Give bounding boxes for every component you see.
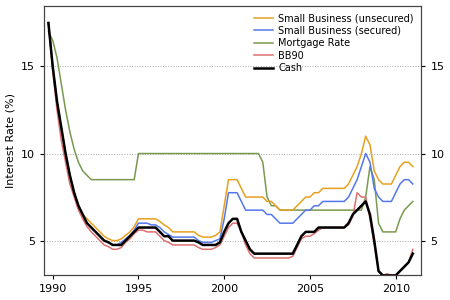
Small Business (secured) <box>410 182 415 186</box>
Mortgage Rate <box>63 108 68 112</box>
Cash <box>355 208 360 212</box>
Cash <box>63 152 68 155</box>
Mortgage Rate <box>410 200 415 203</box>
Line: Small Business (secured): Small Business (secured) <box>49 23 413 245</box>
Small Business (secured) <box>226 191 231 194</box>
BB90 <box>221 234 227 238</box>
Mortgage Rate <box>355 208 360 212</box>
Legend: Small Business (unsecured), Small Business (secured), Mortgage Rate, BB90, Cash: Small Business (unsecured), Small Busine… <box>251 11 417 76</box>
Small Business (secured) <box>63 152 68 155</box>
Small Business (unsecured) <box>110 239 116 242</box>
Small Business (secured) <box>110 243 116 247</box>
Small Business (unsecured) <box>226 178 231 181</box>
Mortgage Rate <box>54 56 60 60</box>
Small Business (unsecured) <box>54 100 60 103</box>
Small Business (secured) <box>359 165 364 168</box>
Small Business (secured) <box>328 200 334 203</box>
Cash <box>324 226 330 229</box>
Mortgage Rate <box>221 152 227 155</box>
Small Business (unsecured) <box>46 21 51 25</box>
BB90 <box>355 191 360 194</box>
Mortgage Rate <box>84 173 90 177</box>
BB90 <box>46 21 51 25</box>
Cash <box>410 252 415 256</box>
Small Business (unsecured) <box>410 165 415 168</box>
Cash <box>54 100 60 103</box>
BB90 <box>410 248 415 251</box>
Cash <box>380 274 386 277</box>
Line: Mortgage Rate: Mortgage Rate <box>49 32 413 232</box>
Cash <box>84 221 90 225</box>
Line: BB90: BB90 <box>49 23 413 275</box>
Small Business (secured) <box>46 21 51 25</box>
BB90 <box>54 108 60 112</box>
Mortgage Rate <box>324 208 330 212</box>
Small Business (unsecured) <box>328 187 334 190</box>
BB90 <box>84 225 90 229</box>
Small Business (unsecured) <box>359 152 364 155</box>
Mortgage Rate <box>46 30 51 34</box>
Cash <box>46 21 51 25</box>
Mortgage Rate <box>380 230 386 234</box>
Small Business (unsecured) <box>84 217 90 220</box>
Small Business (secured) <box>54 100 60 103</box>
BB90 <box>63 160 68 164</box>
Small Business (unsecured) <box>63 152 68 155</box>
BB90 <box>380 274 386 277</box>
Line: Cash: Cash <box>49 23 413 275</box>
Small Business (secured) <box>84 221 90 225</box>
Cash <box>221 230 227 234</box>
Y-axis label: Interest Rate (%): Interest Rate (%) <box>5 93 16 188</box>
Line: Small Business (unsecured): Small Business (unsecured) <box>49 23 413 241</box>
BB90 <box>324 226 330 229</box>
